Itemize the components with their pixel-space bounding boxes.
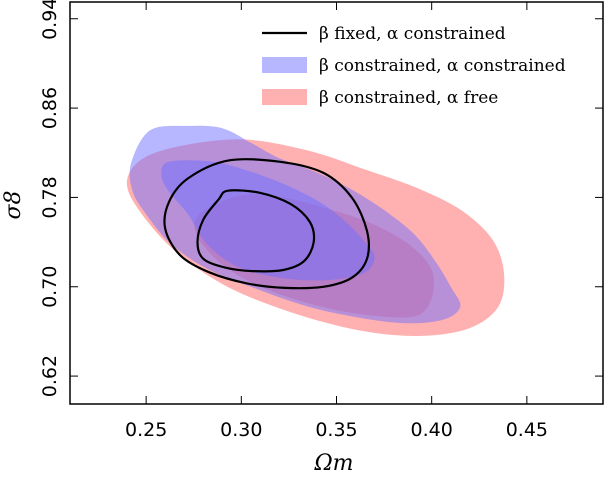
fixed-constrained-legend-label: β fixed, α constrained	[319, 24, 506, 44]
x-tick-label: 0.30	[220, 419, 262, 441]
plot-area	[126, 125, 505, 336]
y-tick-label: 0.62	[39, 355, 61, 397]
constrained-constrained-legend-label: β constrained, α constrained	[319, 56, 566, 76]
y-tick-label: 0.86	[39, 87, 61, 129]
x-tick-label: 0.35	[315, 419, 357, 441]
fixed-constrained-contour-95	[163, 158, 370, 290]
x-tick-label: 0.40	[411, 419, 453, 441]
x-axis-label: Ωm	[313, 451, 353, 476]
y-tick-label: 0.94	[39, 0, 61, 40]
y-tick-label: 0.78	[39, 176, 61, 218]
constrained-free-legend-label: β constrained, α free	[319, 88, 498, 108]
constrained-free-legend-swatch	[262, 89, 307, 105]
legend: β fixed, α constrained β constrained, α c…	[262, 24, 566, 108]
fixed-constrained-contour-68	[196, 189, 316, 273]
y-tick-label: 0.70	[39, 266, 61, 308]
axes: 0.25 0.30 0.35 0.40 0.45 0.62 0.70 0.78 0.86 0.94	[39, 0, 604, 441]
constrained-constrained-legend-swatch	[262, 57, 307, 73]
x-tick-label: 0.45	[506, 419, 548, 441]
y-axis-label: σ8	[1, 190, 26, 219]
x-tick-label: 0.25	[125, 419, 167, 441]
constrained-constrained-contour-95	[129, 125, 461, 324]
